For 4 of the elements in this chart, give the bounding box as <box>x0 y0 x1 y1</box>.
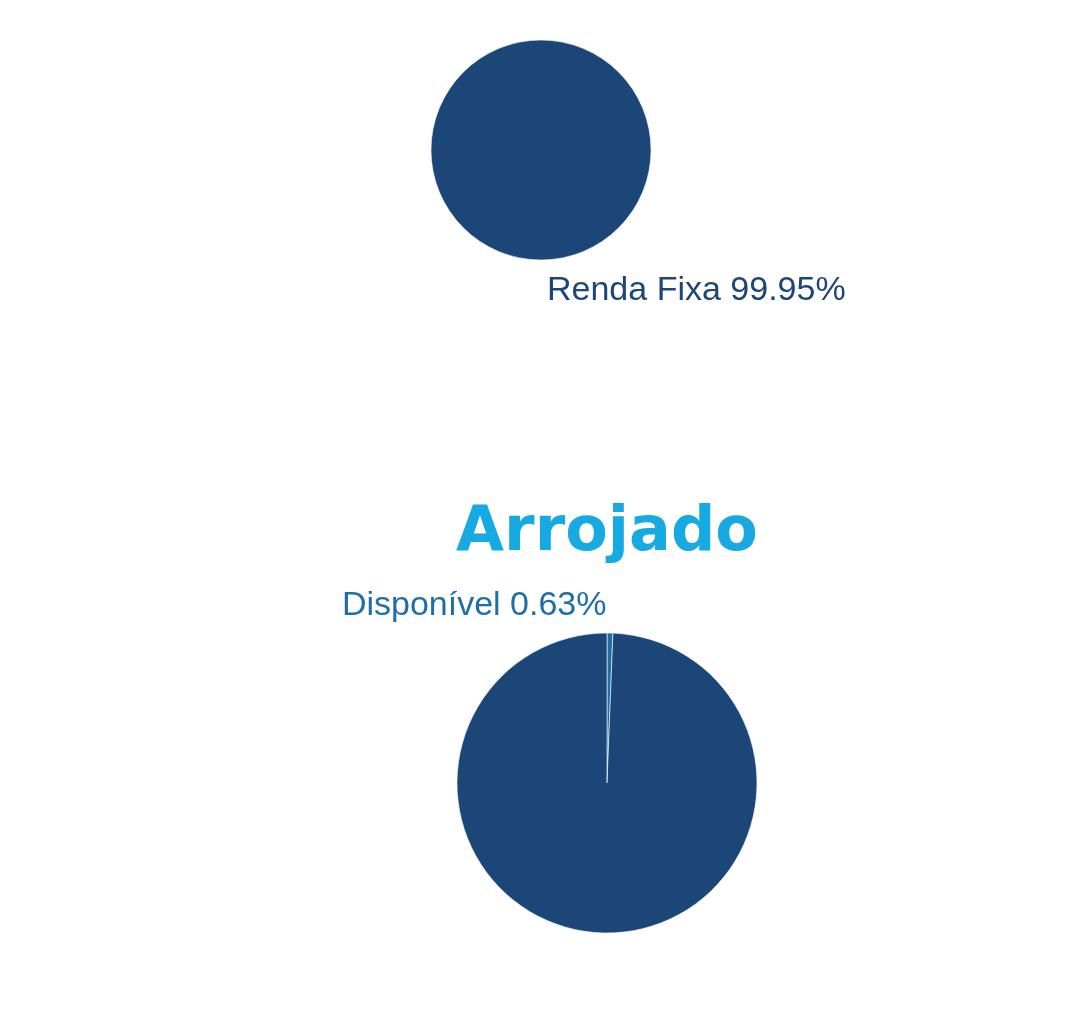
slice-label: Disponível 0.63% <box>341 584 607 623</box>
chart-title: Arrojado <box>456 492 758 565</box>
pie-slice <box>456 632 758 934</box>
slice-label: Renda Fixa 99.95% <box>547 269 846 307</box>
